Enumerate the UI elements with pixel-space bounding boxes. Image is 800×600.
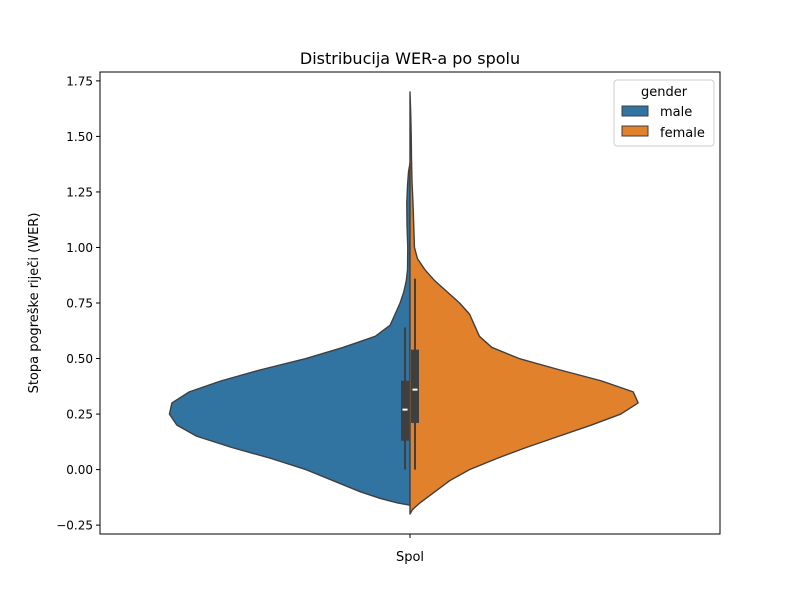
legend-label-male: male <box>660 105 692 120</box>
legend-swatch-female <box>621 125 649 137</box>
y-axis-label: Stopa pogreške riječi (WER) <box>27 213 42 394</box>
legend-swatch-male <box>621 105 649 117</box>
legend-title: gender <box>641 85 688 100</box>
y-tick-label: 1.00 <box>66 241 93 255</box>
y-axis: −0.25 0.00 0.25 0.50 0.75 1.00 1.25 1.50 1.75 <box>56 74 100 533</box>
inner-boxes-layer <box>401 278 419 470</box>
violins-layer <box>168 91 639 515</box>
legend: gender male female <box>613 79 715 147</box>
violin-female <box>409 91 639 515</box>
violin-male <box>168 162 411 506</box>
chart-title: Distribucija WER-a po spolu <box>300 49 520 68</box>
y-tick-label: −0.25 <box>56 519 93 533</box>
legend-label-female: female <box>660 126 705 141</box>
y-tick-label: 0.50 <box>66 352 93 366</box>
y-tick-label: 0.75 <box>66 297 93 311</box>
y-tick-label: 0.25 <box>66 408 93 422</box>
iqr-box-male <box>401 380 409 441</box>
x-axis-label: Spol <box>396 550 424 565</box>
y-tick-label: 0.00 <box>66 463 93 477</box>
y-tick-label: 1.50 <box>66 130 93 144</box>
y-tick-label: 1.25 <box>66 185 93 199</box>
y-tick-label: 1.75 <box>66 74 93 88</box>
iqr-box-female <box>411 349 419 423</box>
